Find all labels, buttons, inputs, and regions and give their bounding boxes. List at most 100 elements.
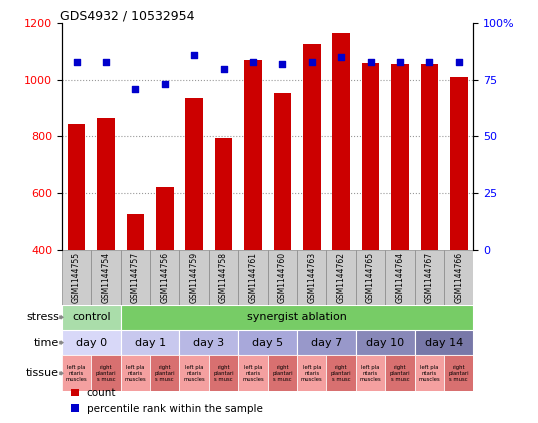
Text: GSM1144755: GSM1144755 — [72, 252, 81, 302]
Point — [366, 58, 375, 65]
Text: left pla
ntaris
muscles: left pla ntaris muscles — [360, 365, 381, 382]
Bar — [297, 330, 356, 355]
Bar — [180, 250, 209, 305]
Text: day 7: day 7 — [311, 338, 342, 348]
Bar — [185, 98, 203, 250]
Bar — [385, 250, 415, 305]
Text: right
plantari
s musc: right plantari s musc — [154, 365, 175, 382]
Text: GSM1144757: GSM1144757 — [131, 252, 140, 302]
Bar — [444, 250, 473, 305]
Point — [395, 58, 404, 65]
Bar — [415, 250, 444, 305]
Point — [307, 58, 316, 65]
Text: right
plantari
s musc: right plantari s musc — [390, 365, 410, 382]
Bar — [238, 250, 268, 305]
Text: GSM1144767: GSM1144767 — [425, 252, 434, 302]
Bar — [356, 330, 415, 355]
Bar — [297, 355, 327, 391]
Text: GSM1144763: GSM1144763 — [307, 252, 316, 302]
Text: left pla
ntaris
muscles: left pla ntaris muscles — [301, 365, 323, 382]
Bar — [444, 355, 473, 391]
Bar — [180, 330, 238, 355]
Text: day 10: day 10 — [366, 338, 405, 348]
Text: GSM1144764: GSM1144764 — [395, 252, 405, 302]
Bar — [68, 124, 86, 250]
Text: GSM1144766: GSM1144766 — [454, 252, 463, 302]
Bar — [62, 250, 91, 305]
Bar — [303, 44, 321, 250]
Bar — [267, 355, 297, 391]
Point — [160, 81, 169, 88]
Text: control: control — [72, 312, 111, 322]
Bar — [327, 355, 356, 391]
Text: day 14: day 14 — [425, 338, 463, 348]
Text: day 3: day 3 — [193, 338, 224, 348]
Bar — [415, 330, 473, 355]
Text: right
plantari
s musc: right plantari s musc — [213, 365, 234, 382]
Legend: count, percentile rank within the sample: count, percentile rank within the sample — [67, 384, 267, 418]
Text: left pla
ntaris
muscles: left pla ntaris muscles — [66, 365, 88, 382]
Bar — [450, 77, 468, 250]
Point — [72, 58, 81, 65]
Point — [220, 65, 228, 72]
Text: GSM1144758: GSM1144758 — [219, 252, 228, 302]
Text: GSM1144765: GSM1144765 — [366, 252, 375, 302]
Bar — [415, 355, 444, 391]
Bar — [91, 250, 121, 305]
Bar — [297, 250, 327, 305]
Text: right
plantari
s musc: right plantari s musc — [96, 365, 116, 382]
Text: GSM1144760: GSM1144760 — [278, 252, 287, 302]
Bar — [62, 305, 121, 330]
Text: left pla
ntaris
muscles: left pla ntaris muscles — [242, 365, 264, 382]
Point — [425, 58, 434, 65]
Bar — [356, 250, 385, 305]
Bar — [215, 138, 232, 250]
Bar — [391, 64, 409, 250]
Bar — [385, 355, 415, 391]
Text: GSM1144759: GSM1144759 — [190, 252, 199, 302]
Text: GDS4932 / 10532954: GDS4932 / 10532954 — [60, 9, 194, 22]
Bar — [244, 60, 262, 250]
Bar — [121, 330, 180, 355]
Bar — [209, 355, 238, 391]
Bar — [356, 355, 385, 391]
Bar — [121, 305, 473, 330]
Bar — [362, 63, 379, 250]
Point — [131, 85, 140, 92]
Point — [190, 52, 199, 58]
Text: GSM1144761: GSM1144761 — [249, 252, 258, 302]
Bar — [91, 355, 121, 391]
Bar — [62, 330, 121, 355]
Bar — [327, 250, 356, 305]
Text: GSM1144756: GSM1144756 — [160, 252, 169, 302]
Text: day 0: day 0 — [76, 338, 107, 348]
Bar — [421, 64, 438, 250]
Text: right
plantari
s musc: right plantari s musc — [331, 365, 351, 382]
Text: synergist ablation: synergist ablation — [247, 312, 347, 322]
Point — [455, 58, 463, 65]
Text: right
plantari
s musc: right plantari s musc — [272, 365, 293, 382]
Bar — [267, 250, 297, 305]
Bar — [150, 355, 180, 391]
Text: day 1: day 1 — [134, 338, 166, 348]
Text: right
plantari
s musc: right plantari s musc — [449, 365, 469, 382]
Bar — [273, 93, 291, 250]
Bar — [209, 250, 238, 305]
Text: left pla
ntaris
muscles: left pla ntaris muscles — [419, 365, 440, 382]
Text: stress: stress — [26, 312, 59, 322]
Bar — [150, 250, 180, 305]
Text: left pla
ntaris
muscles: left pla ntaris muscles — [124, 365, 146, 382]
Point — [249, 58, 257, 65]
Text: GSM1144754: GSM1144754 — [102, 252, 110, 302]
Text: left pla
ntaris
muscles: left pla ntaris muscles — [183, 365, 205, 382]
Bar — [156, 187, 174, 250]
Bar — [121, 250, 150, 305]
Text: day 5: day 5 — [252, 338, 283, 348]
Point — [337, 54, 345, 60]
Bar — [126, 214, 144, 250]
Bar — [238, 330, 297, 355]
Bar — [62, 355, 91, 391]
Text: tissue: tissue — [26, 368, 59, 378]
Bar — [180, 355, 209, 391]
Text: GSM1144762: GSM1144762 — [337, 252, 345, 302]
